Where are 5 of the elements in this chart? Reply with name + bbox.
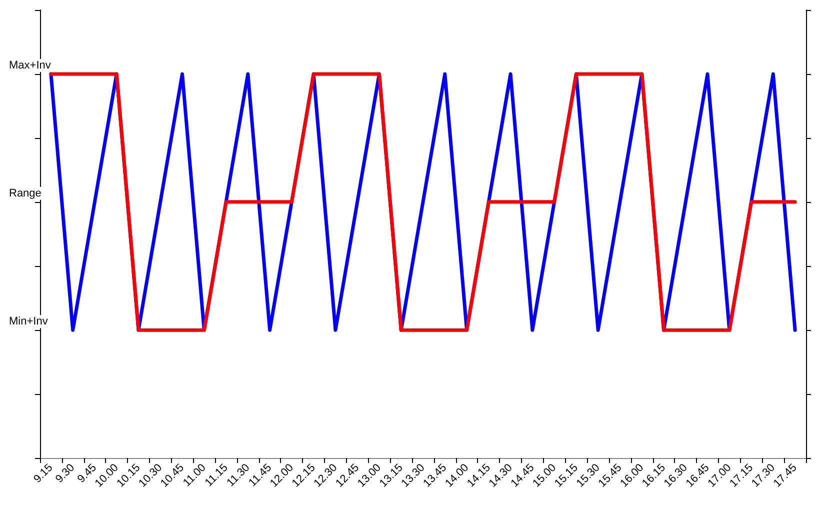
text: Max+Inv [9, 60, 52, 72]
annotation: Min+Inv [9, 316, 48, 328]
annotation: Range [9, 187, 42, 200]
x-tick-label: 9.30 [53, 462, 78, 486]
x-tick-label: 9.15 [32, 462, 56, 486]
